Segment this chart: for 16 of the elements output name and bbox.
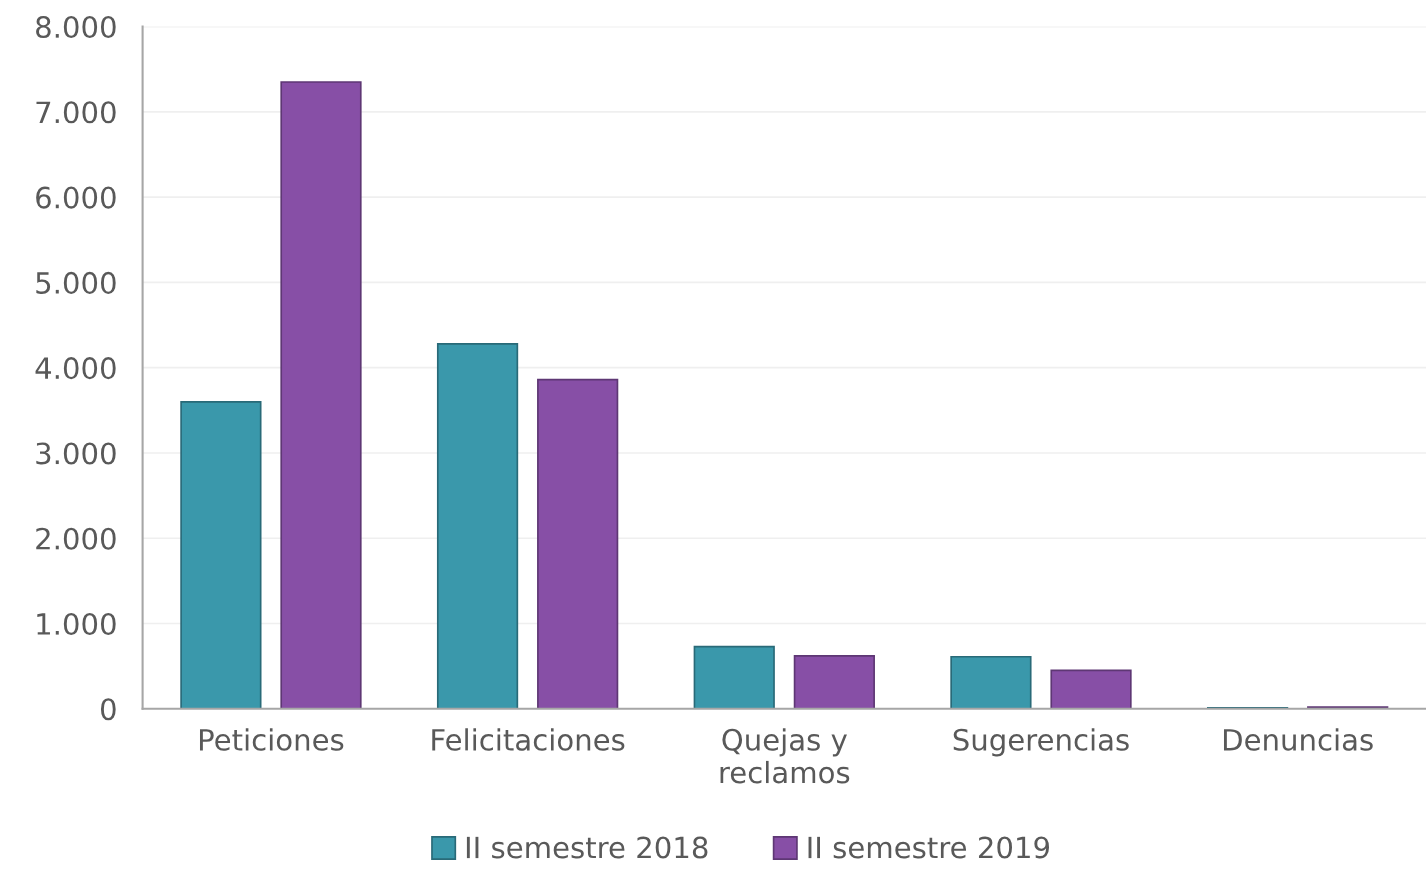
y-tick-label: 5.000 [36, 271, 116, 294]
x-tick-label: Felicitaciones [432, 728, 625, 751]
legend-label: II semestre 2019 [808, 836, 1050, 859]
legend-label: II semestre 2018 [466, 836, 708, 859]
y-tick-label: 8.000 [36, 16, 116, 39]
x-tick-label: Sugerencias [953, 728, 1129, 757]
y-tick-label: 6.000 [36, 186, 116, 209]
x-tick-label: Quejas y reclamos [720, 728, 850, 784]
x-tick-label: Denuncias [1223, 728, 1373, 751]
y-tick-label: 3.000 [36, 442, 116, 465]
y-tick-label: 0 [100, 698, 116, 721]
x-tick-label: Peticiones [199, 728, 344, 751]
y-tick-label: 4.000 [35, 357, 116, 380]
y-tick-label: 1.000 [37, 612, 116, 636]
y-tick-label: 2.000 [36, 527, 116, 550]
y-tick-label: 7.000 [36, 101, 116, 124]
